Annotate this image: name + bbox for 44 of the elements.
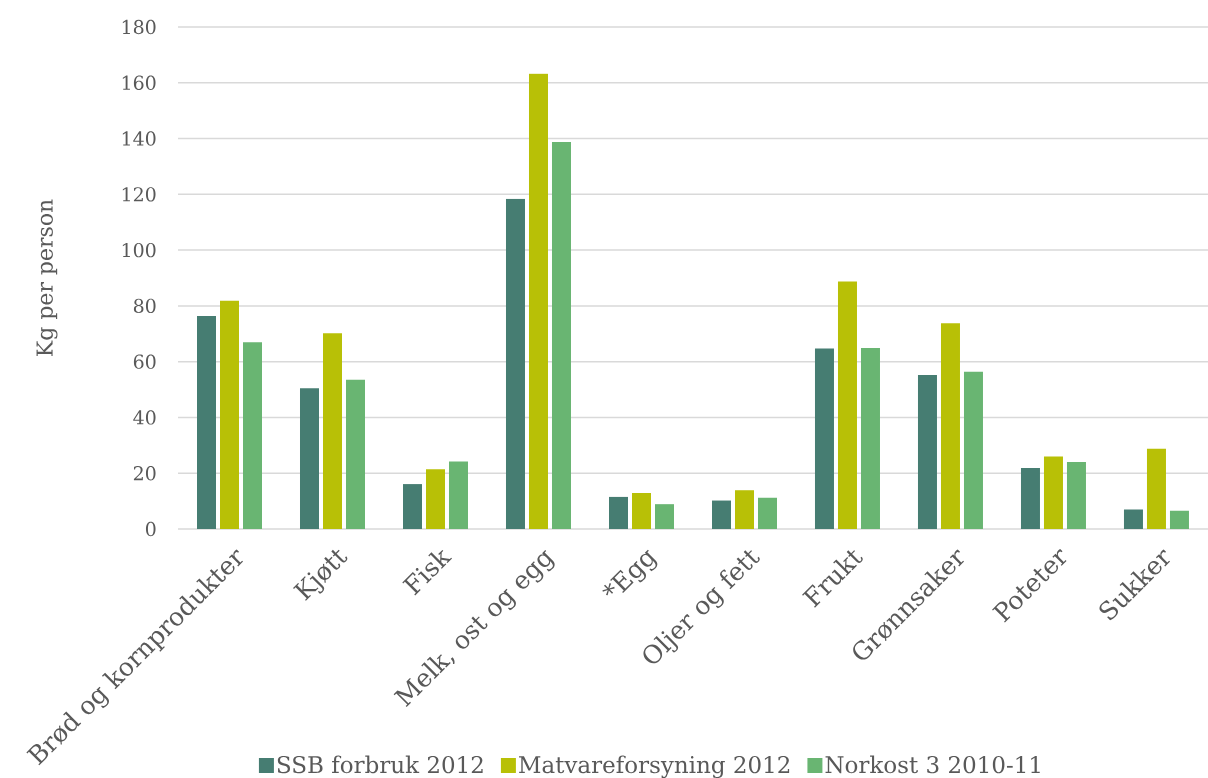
bar xyxy=(1043,456,1063,529)
bar xyxy=(734,490,754,529)
bar xyxy=(448,461,468,529)
y-tick-label: 100 xyxy=(122,242,156,258)
bar xyxy=(505,198,525,529)
y-tick-label: 0 xyxy=(145,521,156,537)
bar xyxy=(323,333,342,529)
y-tick-label: 160 xyxy=(122,75,156,90)
bar xyxy=(300,388,319,529)
bar xyxy=(654,504,674,529)
y-tick-label: 180 xyxy=(122,19,156,35)
bar xyxy=(220,300,239,529)
bar xyxy=(346,379,365,529)
bar xyxy=(1169,510,1189,529)
bar xyxy=(940,323,960,529)
bar xyxy=(917,375,937,529)
bar xyxy=(243,342,262,529)
bar xyxy=(1020,467,1040,529)
bar xyxy=(757,497,777,529)
y-tick-label: 40 xyxy=(133,410,156,425)
bar xyxy=(837,281,857,529)
y-tick-label: 60 xyxy=(133,354,156,369)
bar xyxy=(860,347,880,529)
legend-label: SSB forbruk 2012 xyxy=(277,755,483,774)
y-axis-title: Kg per person xyxy=(36,199,58,357)
bar xyxy=(963,371,983,529)
legend-label: Matvareforsyning 2012 xyxy=(519,755,790,778)
bar xyxy=(551,141,571,529)
bar xyxy=(814,348,834,529)
y-tick-label: 140 xyxy=(122,131,156,146)
bar xyxy=(631,493,651,529)
bar xyxy=(426,469,445,529)
bar xyxy=(608,496,628,529)
y-tick-label: 120 xyxy=(122,187,156,202)
bar xyxy=(711,500,731,529)
bar xyxy=(528,73,548,529)
y-tick-label: 80 xyxy=(133,298,156,314)
bar xyxy=(197,315,216,529)
legend-label: Norkost 3 2010-11 xyxy=(825,755,1040,774)
bar xyxy=(1066,462,1086,529)
bar xyxy=(403,484,422,529)
y-tick-label: 20 xyxy=(133,466,156,481)
bar xyxy=(1123,509,1143,529)
bar xyxy=(1146,448,1166,529)
